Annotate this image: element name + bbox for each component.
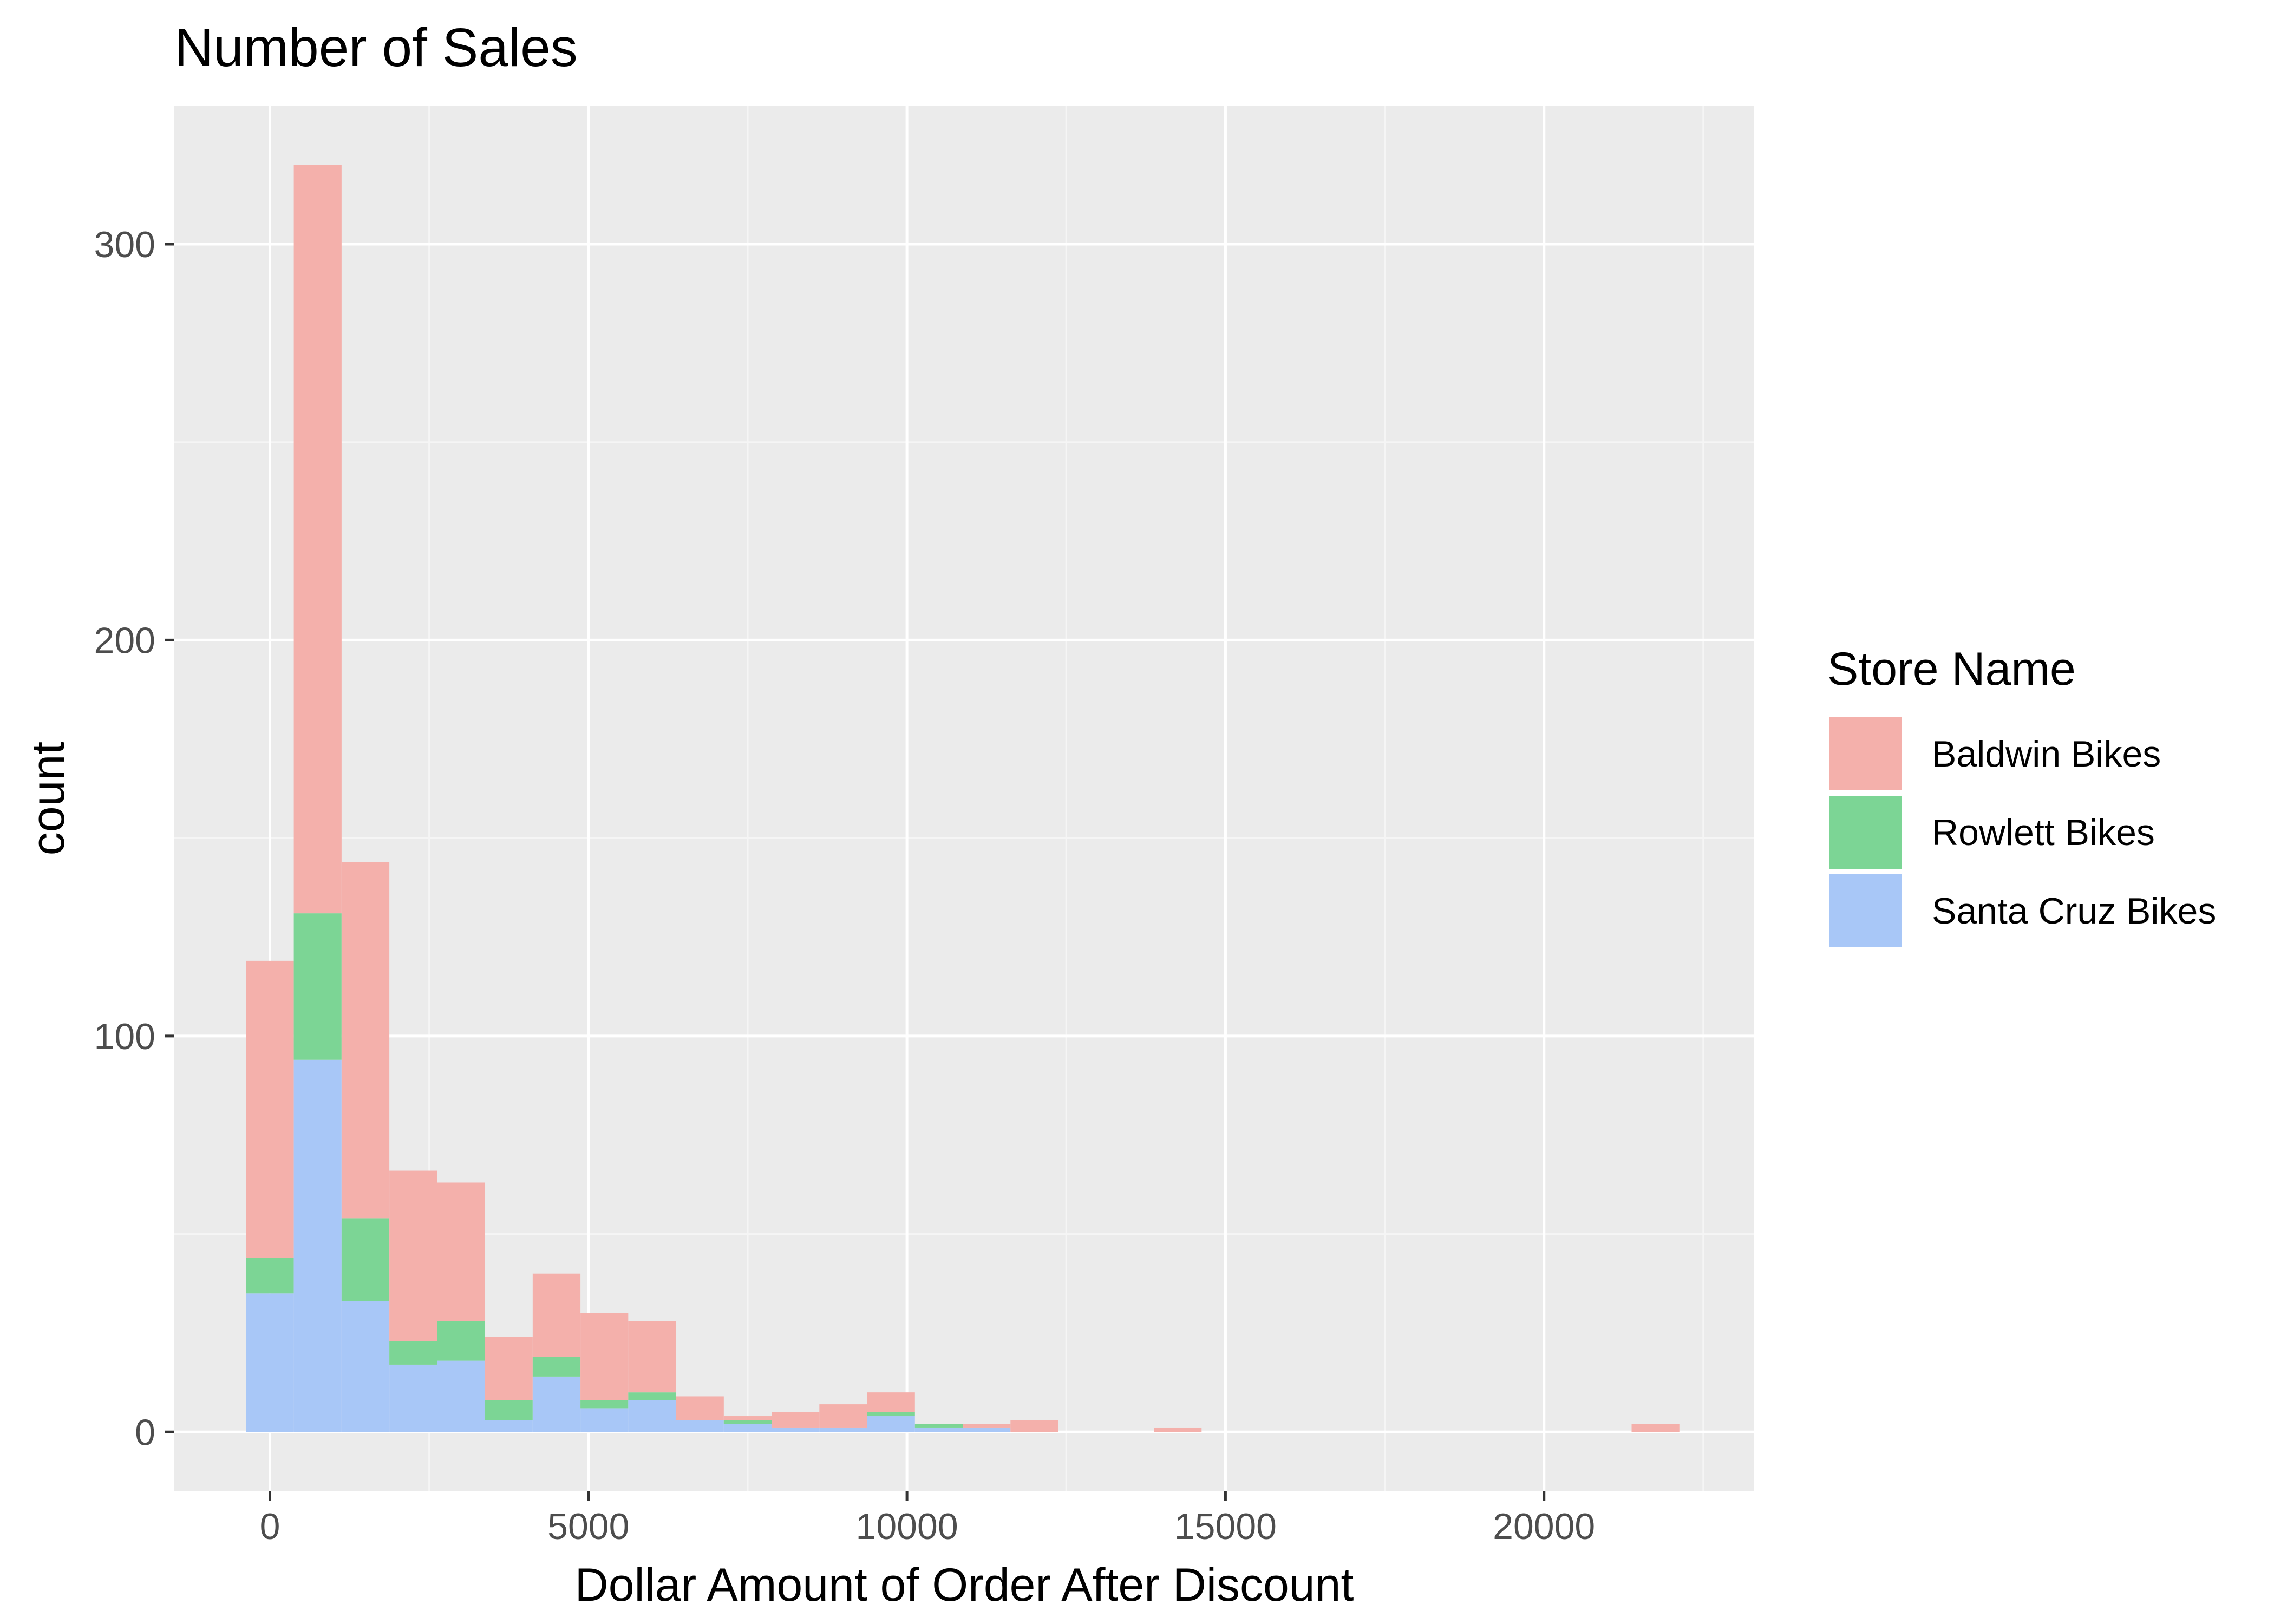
bar-baldwin	[389, 1170, 437, 1341]
x-tick-label: 10000	[856, 1506, 958, 1547]
x-axis-title: Dollar Amount of Order After Discount	[575, 1559, 1354, 1611]
bar-rowlett	[867, 1412, 915, 1417]
histogram-bars	[246, 165, 1680, 1432]
bar-rowlett	[532, 1357, 581, 1377]
y-tick-label: 100	[94, 1016, 155, 1057]
y-axis-ticks: 0 100 200 300	[94, 224, 174, 1453]
bar-rowlett	[341, 1218, 390, 1301]
legend: Store Name Baldwin Bikes Rowlett Bikes San…	[1827, 643, 2216, 947]
bar-santa-cruz	[532, 1376, 581, 1432]
bar-baldwin	[485, 1337, 533, 1400]
y-tick-label: 200	[94, 620, 155, 661]
x-axis-ticks: 0 5000 10000 15000 20000	[260, 1491, 1595, 1547]
minor-gridlines	[174, 106, 1754, 1491]
bar-baldwin	[532, 1273, 581, 1357]
bar-baldwin	[246, 960, 294, 1258]
bar-santa-cruz	[867, 1416, 915, 1432]
bar-rowlett	[723, 1420, 772, 1424]
bar-rowlett	[246, 1258, 294, 1294]
bar-rowlett	[628, 1392, 676, 1400]
legend-swatch-santa-cruz	[1829, 874, 1902, 947]
bar-santa-cruz	[293, 1059, 342, 1432]
bar-santa-cruz	[772, 1427, 820, 1432]
x-tick-label: 5000	[547, 1506, 629, 1547]
bar-baldwin	[1631, 1424, 1680, 1432]
legend-label-baldwin: Baldwin Bikes	[1932, 734, 2161, 775]
bar-santa-cruz	[437, 1360, 485, 1432]
bar-santa-cruz	[580, 1408, 629, 1432]
bar-baldwin	[580, 1313, 629, 1400]
y-axis-title: count	[22, 742, 74, 855]
bar-baldwin	[772, 1412, 820, 1428]
bar-rowlett	[580, 1400, 629, 1409]
bar-baldwin	[867, 1392, 915, 1412]
bar-baldwin	[963, 1424, 1011, 1428]
bar-santa-cruz	[676, 1420, 724, 1432]
legend-label-rowlett: Rowlett Bikes	[1932, 812, 2155, 853]
bar-baldwin	[1010, 1420, 1058, 1432]
bar-santa-cruz	[628, 1400, 676, 1432]
x-tick-label: 20000	[1493, 1506, 1595, 1547]
bar-rowlett	[485, 1400, 533, 1420]
bar-santa-cruz	[389, 1364, 437, 1432]
x-tick-label: 15000	[1174, 1506, 1277, 1547]
bar-santa-cruz	[341, 1301, 390, 1432]
y-tick-label: 0	[135, 1412, 155, 1453]
bar-baldwin	[341, 862, 390, 1219]
legend-title: Store Name	[1827, 643, 2076, 695]
bar-rowlett	[293, 913, 342, 1060]
bar-rowlett	[914, 1424, 963, 1428]
bar-santa-cruz	[485, 1420, 533, 1432]
y-tick-label: 300	[94, 224, 155, 265]
bar-rowlett	[389, 1341, 437, 1365]
bar-baldwin	[293, 165, 342, 914]
bar-santa-cruz	[963, 1427, 1011, 1432]
bar-baldwin	[437, 1182, 485, 1321]
legend-swatch-baldwin	[1829, 717, 1902, 790]
bar-santa-cruz	[246, 1293, 294, 1432]
bar-santa-cruz	[819, 1427, 867, 1432]
x-tick-label: 0	[260, 1506, 280, 1547]
chart-title: Number of Sales	[174, 17, 578, 78]
bar-baldwin	[676, 1396, 724, 1420]
bar-baldwin	[628, 1321, 676, 1393]
legend-swatch-rowlett	[1829, 796, 1902, 869]
bar-baldwin	[723, 1416, 772, 1420]
bar-baldwin	[1154, 1427, 1202, 1432]
bar-santa-cruz	[723, 1424, 772, 1432]
legend-label-santa-cruz: Santa Cruz Bikes	[1932, 890, 2216, 932]
bar-baldwin	[819, 1404, 867, 1428]
bar-santa-cruz	[914, 1427, 963, 1432]
bar-rowlett	[437, 1321, 485, 1361]
